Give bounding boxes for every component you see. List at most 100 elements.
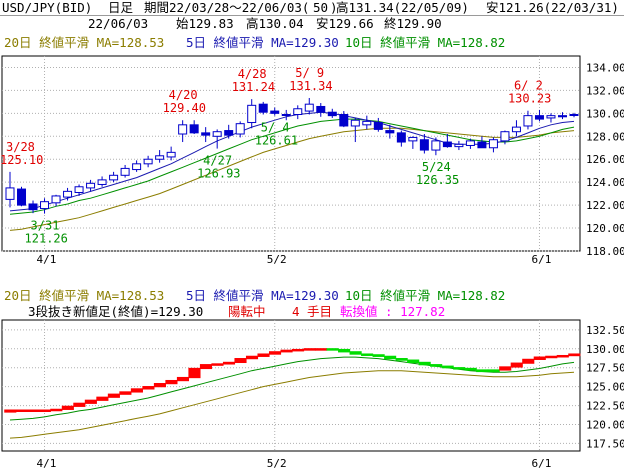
high-label: 高130.04: [246, 16, 304, 31]
brick-up: [280, 349, 293, 353]
brick-up: [533, 356, 546, 360]
brick-up: [303, 348, 316, 351]
period-close: ): [330, 0, 338, 15]
y-tick-label: 118.00: [586, 245, 624, 258]
ma10-line-bottom: [9, 356, 575, 421]
candle-up: [293, 108, 303, 116]
brick-down: [476, 369, 489, 373]
bottom-legend: 20日 終値平滑 MA=128.53 5日 終値平滑 MA=129.30 10日…: [4, 288, 505, 319]
ma20-line-bottom: [9, 370, 575, 439]
candle-up: [247, 104, 257, 124]
brick-down: [441, 365, 454, 369]
candle-up: [488, 139, 498, 149]
y-tick-label: 130.00: [586, 107, 624, 120]
brick-up: [130, 388, 143, 393]
brick-up: [268, 351, 282, 355]
candle-down: [201, 132, 211, 136]
period-high: 高131.34(22/05/09): [336, 0, 469, 15]
annotation-low-date: 5/ 4: [261, 121, 290, 135]
annotation-high-value: 131.34: [289, 79, 332, 93]
candle-up: [523, 115, 533, 127]
brick-up: [211, 363, 224, 366]
y-tick-label: 120.00: [586, 418, 624, 431]
candle-down: [557, 115, 567, 118]
bottom-plot-frame: [1, 319, 581, 452]
brick-up: [245, 355, 259, 360]
ma10-line: [9, 118, 575, 215]
candle-down: [189, 124, 199, 134]
candle-up: [166, 151, 176, 158]
y-tick-label: 125.00: [586, 381, 624, 394]
header-row-2: 22/06/03 始129.83 高130.04 安129.66 終129.90: [0, 16, 624, 31]
candle-down: [224, 130, 234, 136]
candle-up: [454, 143, 464, 148]
candle-down: [258, 103, 268, 113]
brick-up: [315, 348, 328, 351]
period-low: 安121.26(22/03/31): [486, 0, 619, 15]
brick-down: [338, 348, 351, 353]
x-tick-label: 4/1: [37, 457, 57, 470]
candle-down: [373, 122, 383, 130]
candle-down: [534, 115, 544, 120]
legend-ma20: 20日 終値平滑 MA=128.53: [4, 35, 164, 50]
brick-up: [153, 383, 166, 388]
annotation-high-value: 131.24: [232, 80, 275, 94]
candle-down: [385, 130, 395, 134]
candle-down: [339, 114, 349, 127]
annotation-high-date: 6/ 2: [514, 79, 543, 93]
annotation-high-date: 3/28: [6, 140, 35, 154]
brick-up: [142, 386, 155, 390]
brick-down: [453, 367, 466, 370]
y-tick-label: 130.00: [586, 343, 624, 356]
candle-down: [419, 139, 429, 151]
period-label: 期間22/03/28～22/06/03(: [144, 0, 310, 15]
brick-up: [165, 379, 178, 385]
candle-up: [350, 119, 360, 127]
candle-up: [74, 186, 84, 194]
brick-up: [107, 393, 120, 398]
candle-down: [477, 141, 487, 149]
breaker-label: 3段抜き新値足(終値)=129.30: [28, 304, 203, 319]
brick-up: [234, 358, 247, 364]
brick-up: [522, 358, 535, 364]
brick-up: [499, 366, 512, 371]
annotation-high-value: 125.10: [0, 153, 43, 167]
brick-up: [545, 355, 558, 359]
candle-down: [316, 105, 326, 113]
annotation-low-date: 4/27: [203, 154, 232, 168]
brick-up: [4, 409, 17, 413]
annotation-low-value: 121.26: [25, 232, 68, 246]
legend2-ma5: 5日 終値平滑 MA=129.30: [186, 288, 339, 303]
brick-up: [222, 361, 236, 365]
candle-up: [120, 167, 130, 176]
brick-down: [384, 355, 397, 360]
y-tick-label: 132.50: [586, 324, 624, 337]
legend-ma5: 5日 終値平滑 MA=129.30: [186, 35, 339, 50]
low-label: 安129.66: [316, 16, 374, 31]
date-label: 22/06/03: [88, 16, 149, 31]
brick-up: [61, 405, 74, 410]
brick-down: [464, 367, 477, 371]
candle-up: [465, 140, 475, 146]
candle-down: [327, 111, 337, 117]
y-tick-label: 117.50: [586, 437, 624, 450]
candle-up: [132, 163, 142, 171]
candle-up: [431, 140, 441, 151]
brick-up: [257, 353, 270, 357]
annotation-high-date: 5/ 9: [295, 66, 324, 80]
breaker-count: 4 手目: [292, 304, 332, 319]
annotation-low-date: 3/31: [31, 219, 60, 233]
brick-up: [568, 353, 581, 357]
candle-up: [511, 126, 521, 133]
annotation-high-date: 4/28: [238, 67, 267, 81]
candle-up: [569, 114, 579, 116]
brick-down: [407, 359, 420, 364]
annotation-low-value: 126.61: [255, 134, 298, 148]
candle-up: [51, 195, 61, 204]
candle-up: [362, 120, 372, 126]
period-count: 50: [313, 0, 329, 15]
candle-up: [5, 187, 15, 200]
top-legend: 20日 終値平滑 MA=128.53 5日 終値平滑 MA=129.30 10日…: [4, 35, 505, 50]
annotation-high-value: 130.23: [508, 92, 551, 106]
